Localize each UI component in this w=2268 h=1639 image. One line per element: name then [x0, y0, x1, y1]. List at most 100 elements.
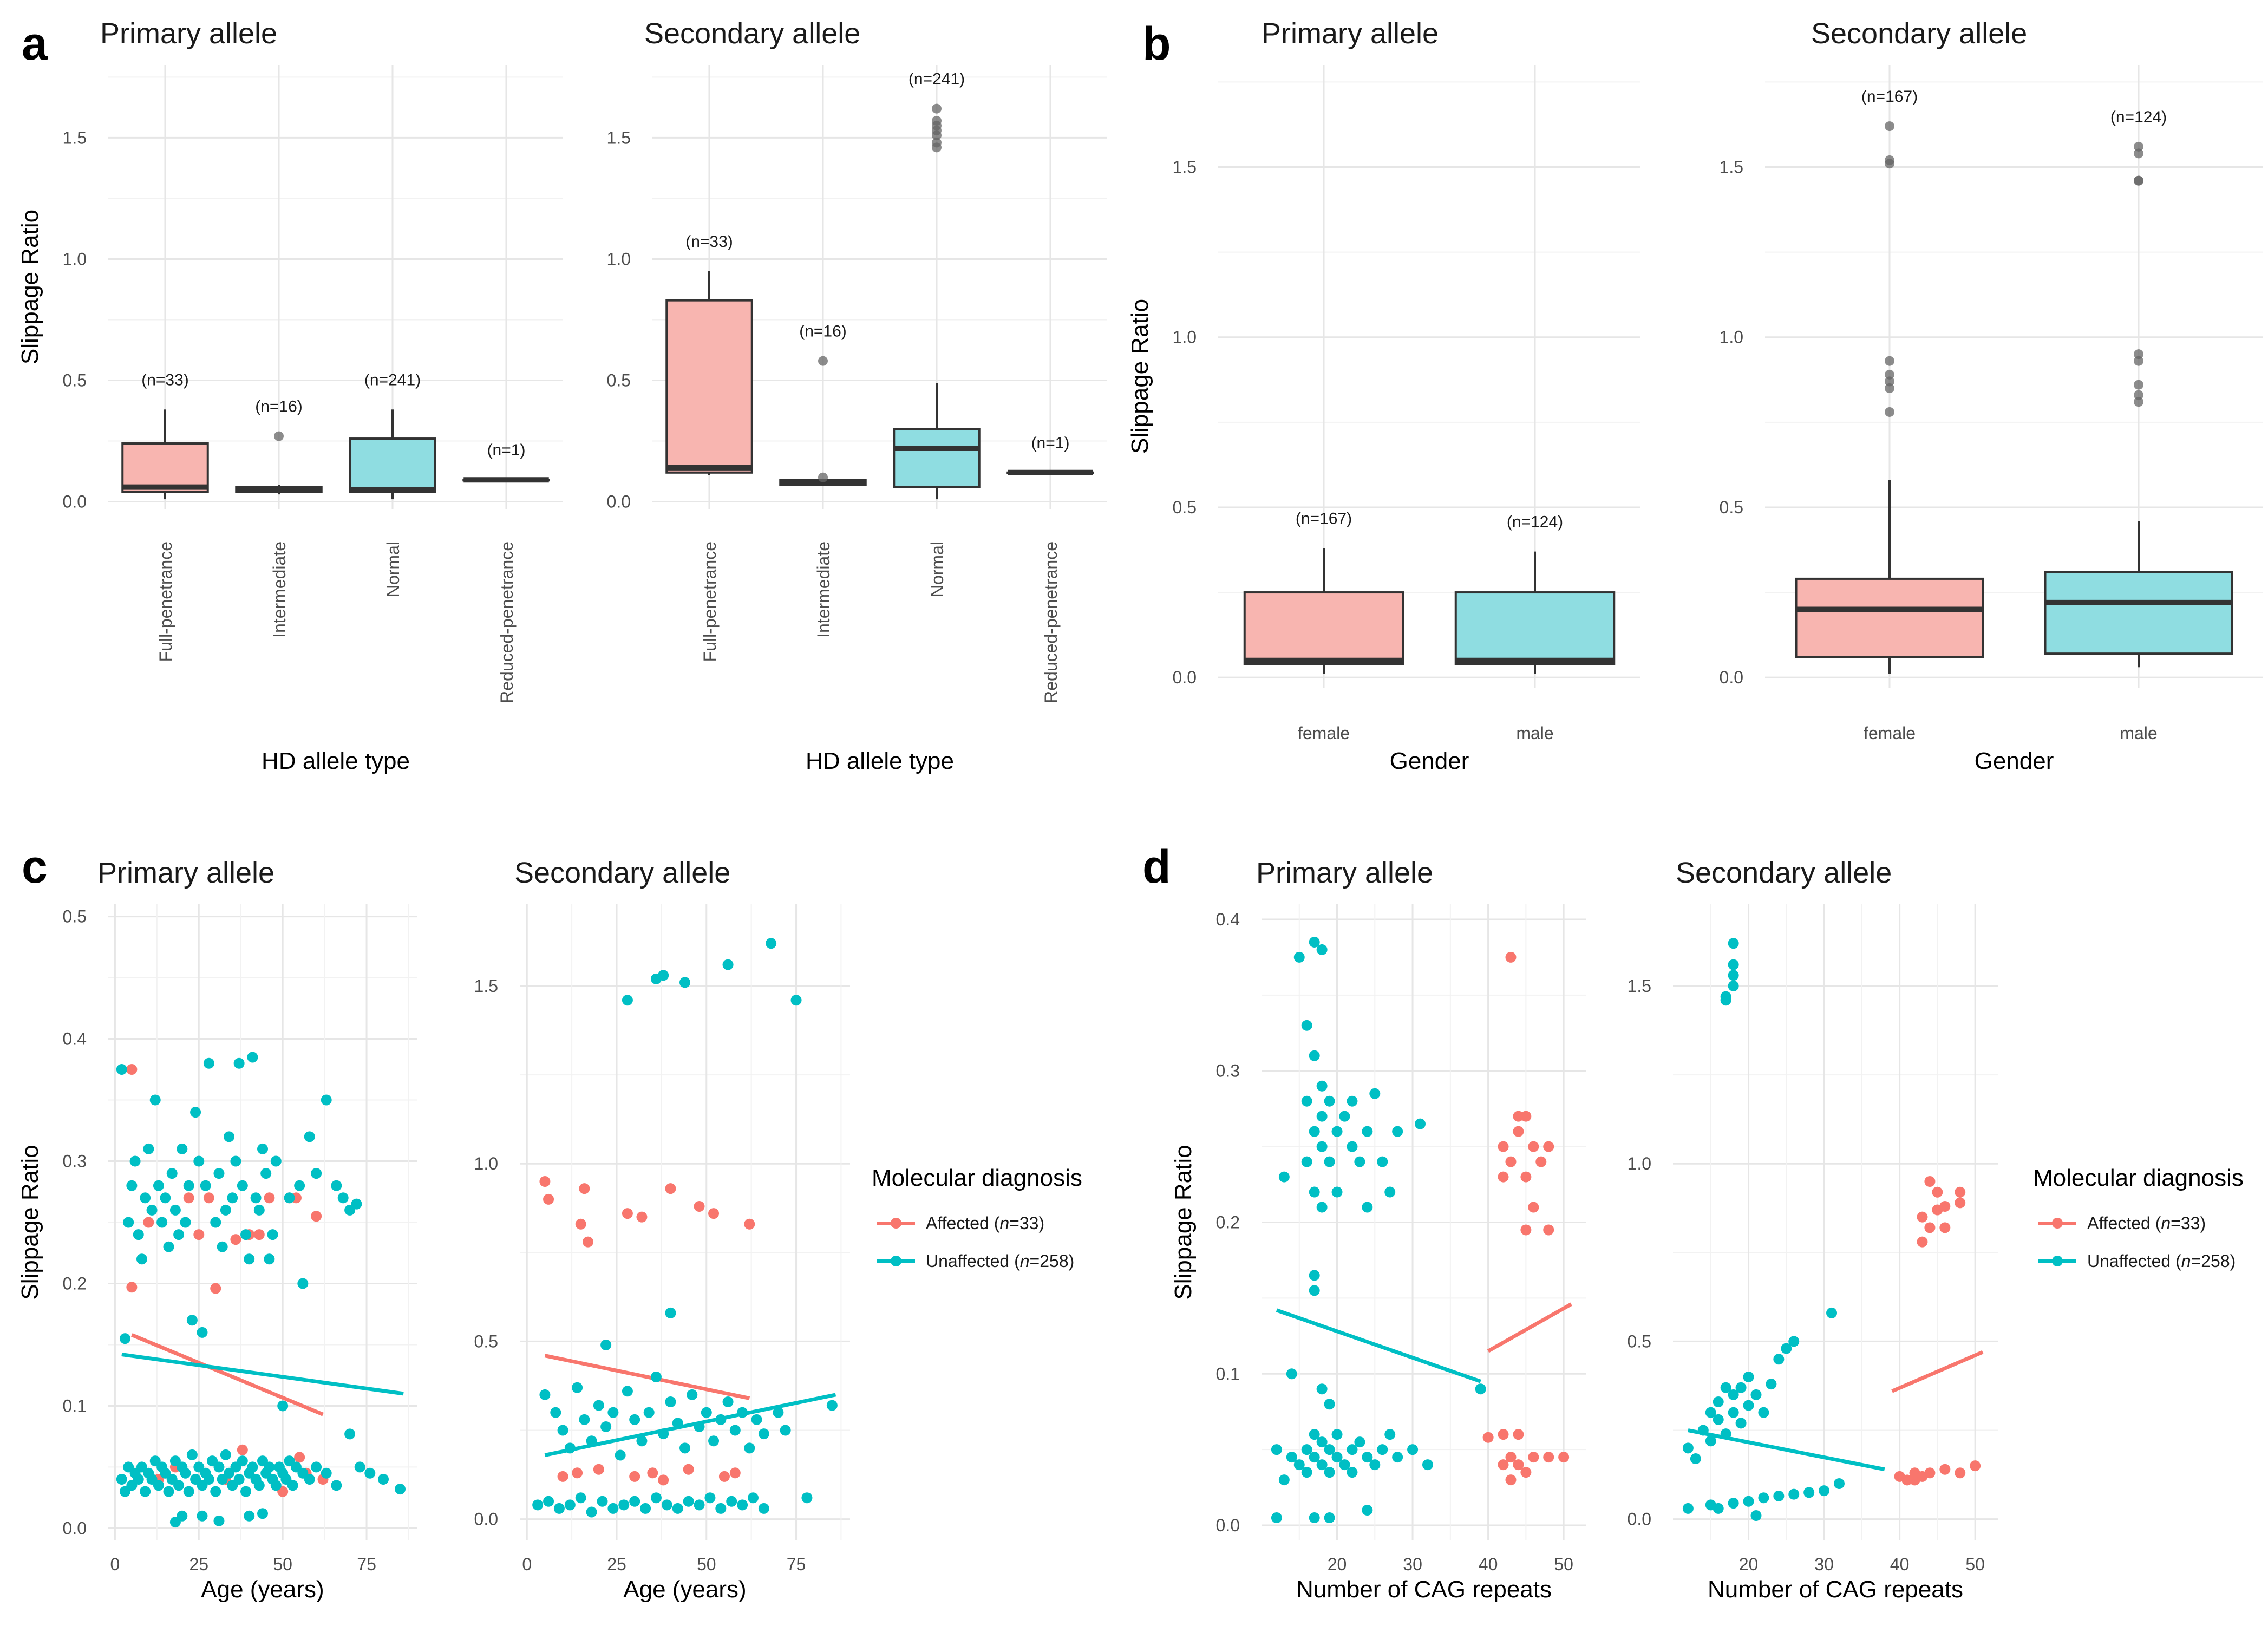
series-unaffected: [532, 938, 838, 1518]
data-point: [1293, 1459, 1305, 1471]
data-point: [1339, 1459, 1350, 1471]
data-point: [1743, 1400, 1754, 1411]
data-point: [230, 1234, 241, 1245]
y-tick-label: 0.3: [63, 1152, 87, 1171]
y-tick-label: 1.5: [63, 128, 87, 147]
data-point: [1293, 951, 1305, 963]
outlier-point: [1885, 383, 1894, 393]
data-point: [1498, 1171, 1509, 1183]
data-point: [1369, 1459, 1381, 1471]
x-tick-label: 50: [697, 1555, 716, 1574]
data-point: [1286, 1452, 1297, 1463]
y-tick-label: 1.0: [1720, 328, 1743, 347]
data-point: [643, 1407, 655, 1418]
data-point: [729, 1425, 741, 1436]
y-tick-label: 1.0: [63, 249, 87, 269]
y-tick-label: 0.0: [1628, 1510, 1651, 1529]
data-point: [661, 1499, 672, 1511]
chart-panel-c1: c Primary allele 0.0 0.1 0.2 0.3 0.4 0.5 Slippag…: [17, 841, 417, 1603]
data-point: [233, 1474, 245, 1485]
data-point: [304, 1474, 315, 1485]
data-point: [193, 1229, 205, 1240]
trend-line: [121, 1353, 404, 1396]
n-count-label: (n=1): [487, 441, 526, 459]
chart-panel-d1: d Primary allele 0.0 0.1 0.2 0.3 0.4 Slippage R…: [1142, 841, 1586, 1603]
data-point: [1498, 1459, 1509, 1471]
data-point: [270, 1480, 282, 1491]
data-point: [607, 1503, 619, 1514]
data-point: [1392, 1452, 1403, 1463]
data-point: [665, 1307, 676, 1318]
data-point: [233, 1057, 245, 1069]
data-point: [564, 1499, 576, 1511]
data-point: [1316, 1080, 1328, 1092]
y-tick-label: 0.0: [1173, 668, 1197, 687]
data-point: [1728, 1407, 1739, 1418]
legend-entry-n: n: [2161, 1213, 2171, 1233]
box-body: [893, 428, 981, 488]
data-point: [200, 1180, 211, 1191]
data-point: [532, 1499, 544, 1511]
data-point: [331, 1480, 342, 1491]
outlier-point: [2134, 380, 2143, 390]
data-point: [790, 995, 802, 1006]
data-point: [1728, 1389, 1739, 1400]
x-tick-label: female: [1298, 723, 1350, 743]
data-point: [622, 995, 633, 1006]
box-full-penetrance: (n=33): [121, 371, 209, 500]
y-tick-label: 0.0: [1216, 1516, 1240, 1535]
data-point: [708, 1208, 720, 1219]
outlier-point: [2134, 390, 2143, 400]
data-point: [1513, 1126, 1524, 1137]
data-point: [729, 1467, 741, 1479]
box-female: (n=167): [1243, 510, 1404, 674]
data-point: [1392, 1126, 1403, 1137]
legend-key-point: [891, 1256, 901, 1266]
x-tick-label: Intermediate: [270, 541, 289, 638]
outlier-point: [1885, 155, 1894, 165]
y-axis-title: Slippage Ratio: [1127, 299, 1153, 454]
data-point: [237, 1444, 248, 1455]
data-point: [180, 1217, 191, 1228]
panel-letter: c: [22, 841, 48, 893]
x-tick-label: Intermediate: [814, 541, 833, 638]
data-point: [1278, 1474, 1290, 1486]
data-point: [672, 1503, 683, 1514]
data-point: [264, 1253, 275, 1265]
data-point: [180, 1467, 191, 1479]
data-point: [213, 1168, 225, 1179]
data-point: [284, 1192, 295, 1204]
data-point: [1347, 1095, 1358, 1107]
data-point: [1513, 1111, 1524, 1122]
y-tick-label: 0.0: [607, 492, 631, 512]
trend-line: [544, 1354, 750, 1400]
data-point: [270, 1155, 282, 1167]
outlier-point: [2134, 175, 2143, 186]
y-tick-label: 1.5: [607, 128, 631, 147]
box-body: [1795, 577, 1984, 658]
data-point: [1316, 944, 1328, 955]
data-point: [1901, 1474, 1913, 1486]
y-tick-label: 0.5: [474, 1331, 498, 1351]
y-axis-title: Slippage Ratio: [17, 1145, 43, 1300]
data-point: [1347, 1467, 1358, 1478]
box-male: (n=124): [2044, 108, 2233, 668]
y-tick-label: 0.5: [1720, 498, 1743, 517]
n-count-label: (n=241): [908, 70, 965, 88]
legend-entry-name: Affected (: [926, 1213, 1000, 1233]
data-point: [679, 1442, 690, 1454]
data-point: [149, 1094, 161, 1106]
data-point: [1955, 1186, 1966, 1198]
series-unaffected: [116, 1052, 406, 1528]
y-tick-label: 0.2: [63, 1274, 87, 1293]
data-point: [143, 1217, 154, 1228]
x-tick-label: 50: [1554, 1555, 1573, 1574]
data-point: [718, 1471, 730, 1482]
data-point: [186, 1315, 198, 1326]
x-tick-label: Normal: [383, 541, 403, 597]
y-tick-label: 0.0: [63, 492, 87, 512]
data-point: [220, 1204, 231, 1216]
data-point: [250, 1192, 262, 1204]
data-point: [600, 1421, 612, 1432]
